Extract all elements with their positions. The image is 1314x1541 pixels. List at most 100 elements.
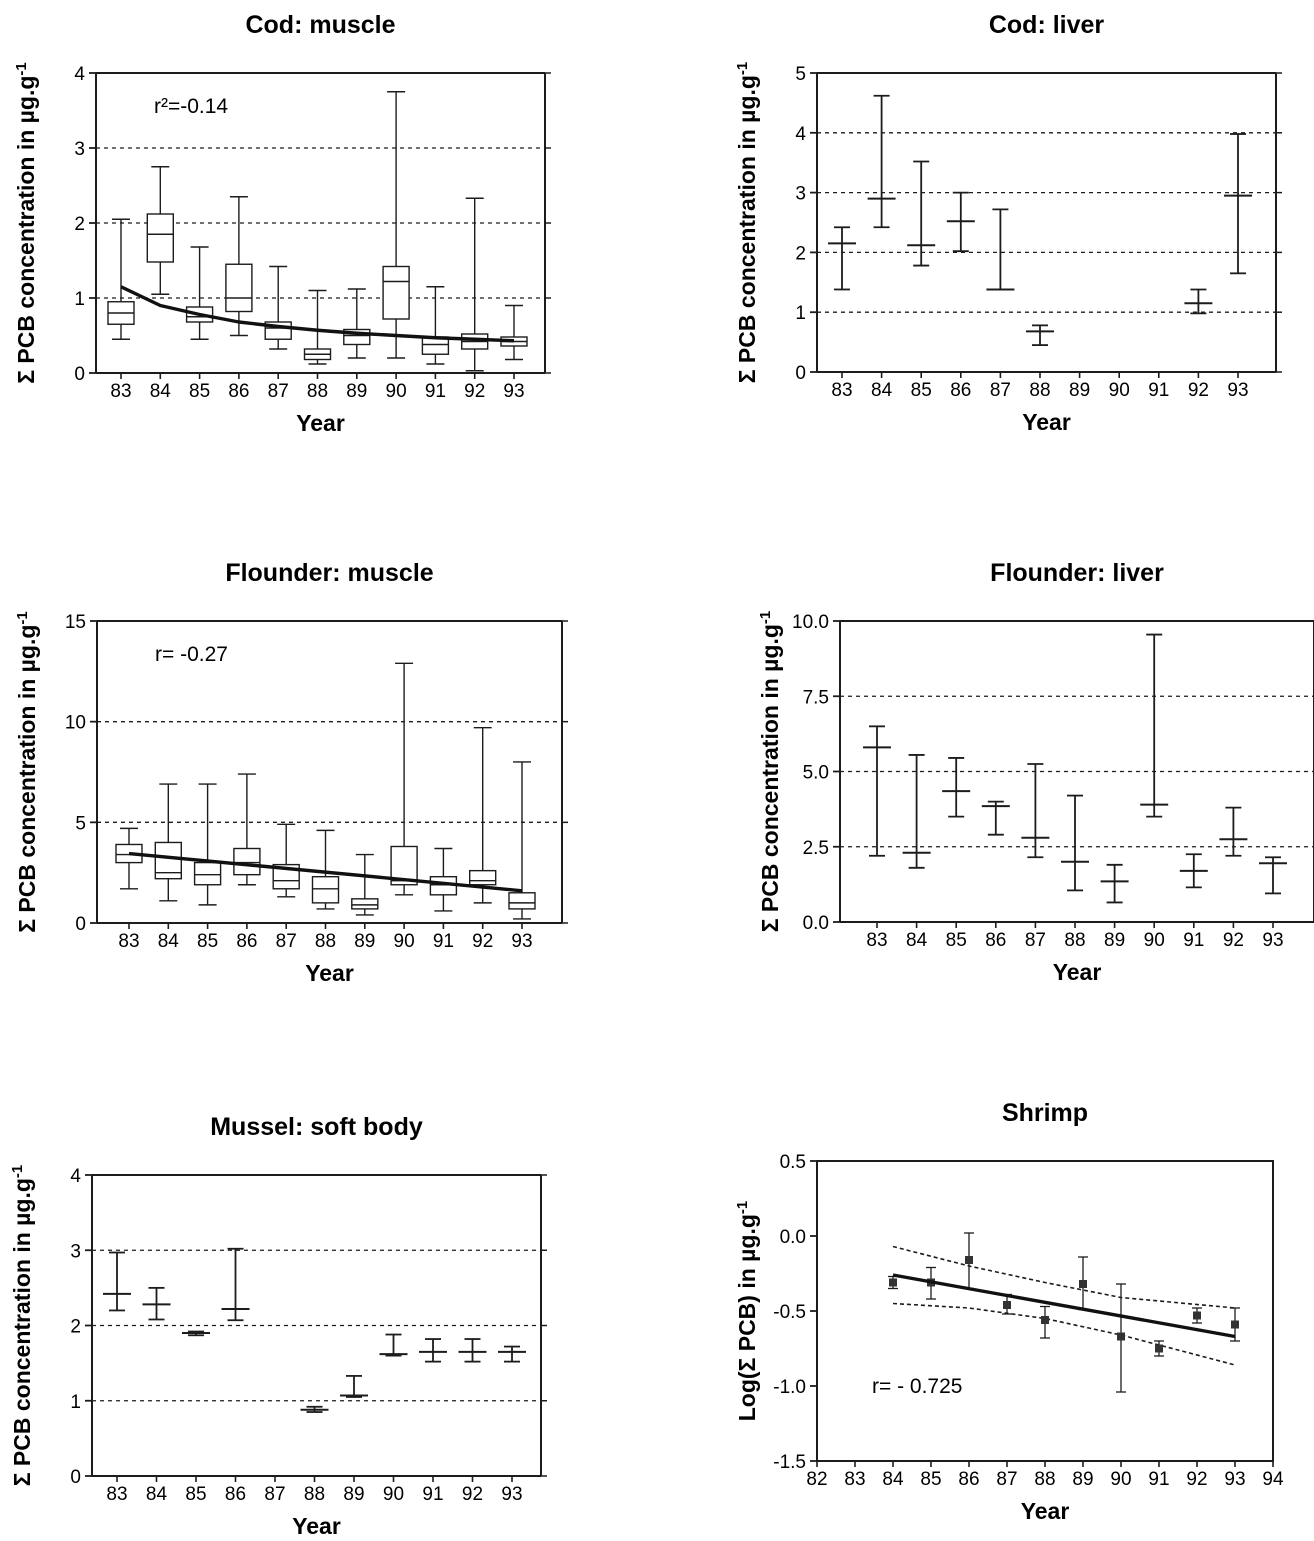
errorbar-93 <box>498 1345 526 1363</box>
box-87 <box>272 823 300 898</box>
x-tick-label: 82 <box>806 1469 827 1490</box>
x-tick-label: 86 <box>236 931 257 952</box>
data-point-86 <box>964 1232 974 1290</box>
box-88 <box>303 289 332 365</box>
x-tick-label: 88 <box>1029 380 1050 401</box>
point-marker <box>889 1278 897 1287</box>
box-89 <box>343 288 371 359</box>
errorbar-86 <box>946 191 975 253</box>
errorbar-89 <box>340 1375 368 1398</box>
x-tick-label: 87 <box>264 1484 285 1505</box>
y-axis-label: Σ PCB concentration in µg.g-1 <box>734 62 761 384</box>
y-tick-label: 10.0 <box>792 612 829 633</box>
box-93 <box>508 761 536 920</box>
point-marker <box>1193 1311 1201 1320</box>
x-tick-label: 91 <box>1148 1469 1169 1490</box>
y-tick-label: 5 <box>795 64 806 85</box>
box-body <box>311 875 340 904</box>
data-point-84 <box>888 1275 898 1290</box>
box-86 <box>233 773 261 886</box>
box-body <box>508 892 536 910</box>
x-tick-label: 86 <box>958 1469 979 1490</box>
errorbar-83 <box>103 1251 131 1312</box>
errorbar-87 <box>1021 763 1050 859</box>
y-axis-label: Σ PCB concentration in µg.g-1 <box>757 611 784 933</box>
box-body <box>469 869 497 886</box>
point-marker <box>1041 1316 1049 1324</box>
x-tick-label: 90 <box>383 1484 404 1505</box>
annotation: r= -0.27 <box>155 643 228 666</box>
x-tick-label: 84 <box>150 381 172 402</box>
errorbar-83 <box>828 226 856 291</box>
x-tick-label: 86 <box>225 1484 246 1505</box>
errorbar-92 <box>1184 288 1213 315</box>
annotation: r= - 0.725 <box>872 1375 962 1398</box>
y-tick-label: 0.0 <box>803 913 829 934</box>
x-tick-label: 84 <box>906 930 928 951</box>
x-axis-label: Year <box>1021 1498 1070 1524</box>
x-tick-label: 92 <box>1223 930 1244 951</box>
data-point-88 <box>1040 1305 1050 1339</box>
box-92 <box>469 727 497 904</box>
box-body <box>225 263 253 313</box>
y-tick-label: 1 <box>70 1392 81 1413</box>
x-tick-label: 87 <box>996 1469 1017 1490</box>
errorbar-83 <box>863 725 891 857</box>
box-84 <box>154 783 183 902</box>
chart-title: Flounder: liver <box>990 559 1164 587</box>
data-point-90 <box>1116 1283 1126 1393</box>
chart-flounder-muscle: Flounder: muscle 0 5 10 15 83 84 85 86 87 88 89 90 91… <box>14 559 568 986</box>
errorbar-90 <box>1140 633 1169 818</box>
x-tick-label: 94 <box>1262 1469 1284 1490</box>
box-body <box>382 265 410 320</box>
chart-title: Cod: muscle <box>245 11 395 39</box>
y-tick-label: 1 <box>74 289 85 310</box>
errorbar-85 <box>182 1330 210 1337</box>
x-tick-label: 85 <box>185 1484 206 1505</box>
x-tick-label: 86 <box>950 380 971 401</box>
x-axis-label: Year <box>1053 959 1102 985</box>
x-tick-label: 92 <box>472 931 493 952</box>
x-axis-label: Year <box>296 410 345 436</box>
x-tick-label: 93 <box>1224 1469 1245 1490</box>
x-tick-label: 85 <box>920 1469 941 1490</box>
errorbar-84 <box>142 1286 171 1321</box>
x-tick-label: 90 <box>1109 380 1130 401</box>
x-tick-label: 91 <box>433 931 454 952</box>
point-marker <box>1117 1332 1125 1341</box>
y-tick-label: 3 <box>74 139 85 160</box>
chart-title: Cod: liver <box>989 11 1105 39</box>
errorbar-84 <box>867 94 896 229</box>
x-tick-label: 88 <box>1064 930 1085 951</box>
x-tick-label: 84 <box>871 380 893 401</box>
box-84 <box>146 166 175 295</box>
y-tick-label: -0.5 <box>773 1302 806 1323</box>
box-body <box>193 861 222 886</box>
x-tick-label: 83 <box>844 1469 865 1490</box>
box-90 <box>382 91 410 359</box>
box-body <box>233 847 261 876</box>
y-tick-label: 2 <box>795 243 806 264</box>
box-88 <box>311 829 340 910</box>
errorbar-92 <box>458 1338 487 1363</box>
x-tick-label: 83 <box>118 931 139 952</box>
errorbar-93 <box>1224 133 1252 275</box>
y-tick-label: 0 <box>75 914 86 935</box>
fit-line <box>128 851 523 893</box>
y-tick-label: 10 <box>65 713 86 734</box>
x-tick-label: 93 <box>501 1484 522 1505</box>
errorbar-88 <box>1061 794 1089 892</box>
confidence-band-lower <box>892 1302 1236 1366</box>
box-86 <box>225 196 253 337</box>
box-91 <box>429 847 458 912</box>
point-marker <box>1003 1301 1011 1309</box>
y-tick-label: 0.0 <box>780 1227 806 1248</box>
box-87 <box>264 265 292 350</box>
x-tick-label: 92 <box>462 1484 483 1505</box>
y-tick-label: 5 <box>75 813 86 834</box>
fit-line <box>892 1273 1236 1339</box>
y-tick-label: 3 <box>70 1241 81 1262</box>
y-tick-label: -1.0 <box>773 1377 806 1398</box>
box-93 <box>500 304 528 361</box>
errorbar-88 <box>300 1405 329 1413</box>
